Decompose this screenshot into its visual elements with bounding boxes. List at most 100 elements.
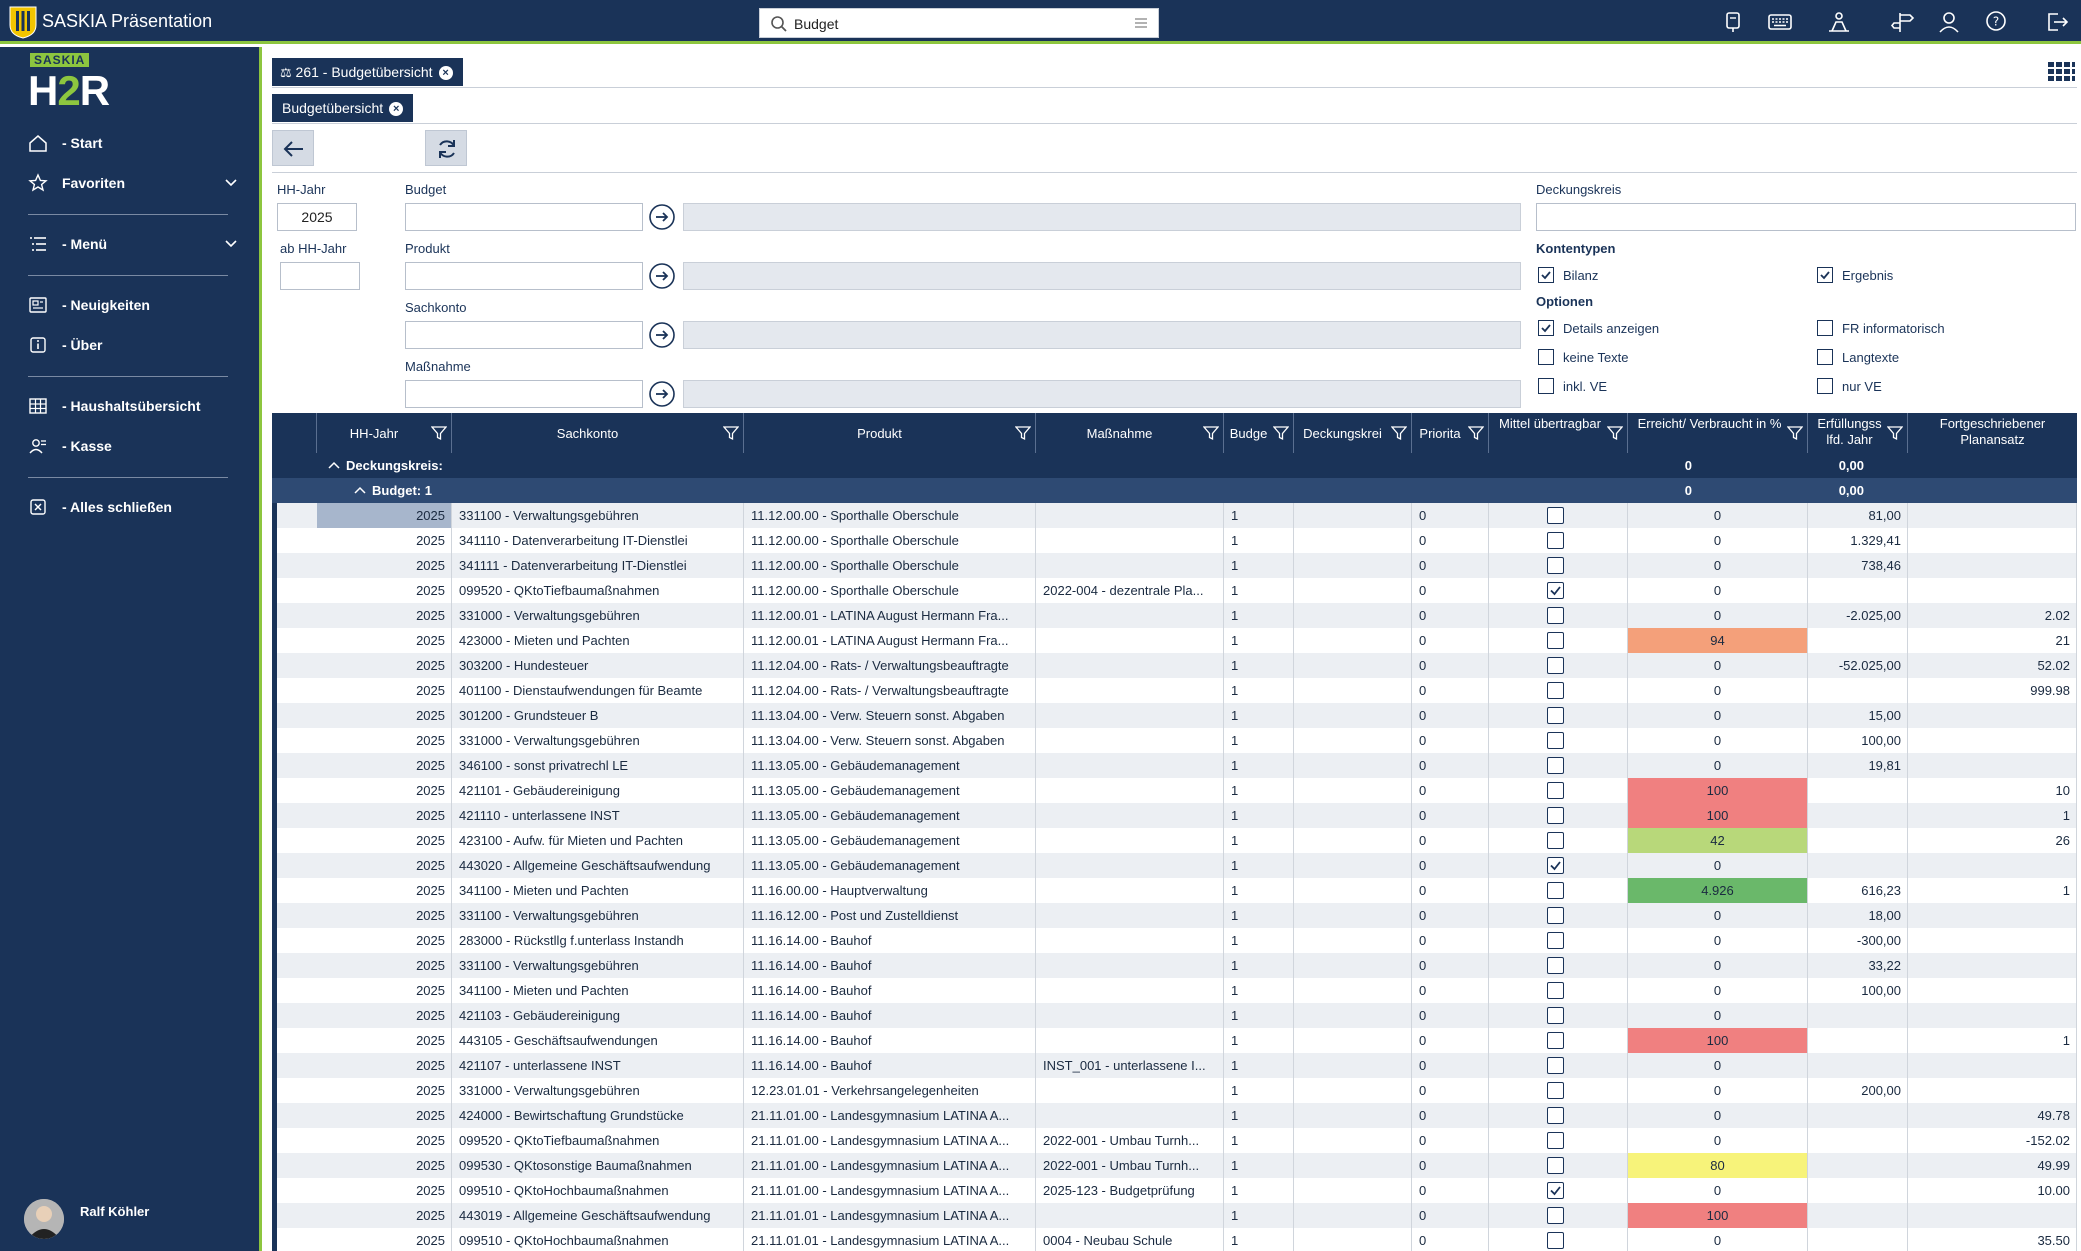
- mittel-uebertragbar-checkbox[interactable]: [1547, 1132, 1564, 1149]
- arrow-go-icon[interactable]: [648, 203, 676, 231]
- filter-icon[interactable]: [1391, 425, 1407, 441]
- mittel-uebertragbar-checkbox[interactable]: [1547, 1032, 1564, 1049]
- table-row[interactable]: 2025 331000 - Verwaltungsgebühren 11.13.04…: [272, 728, 2077, 753]
- user-name[interactable]: Ralf Köhler: [80, 1204, 150, 1219]
- close-icon[interactable]: ×: [438, 66, 453, 80]
- refresh-button[interactable]: [425, 130, 467, 166]
- group-row-deckungskreis[interactable]: Deckungskreis: 0 0,00: [272, 453, 2077, 478]
- table-row[interactable]: 2025 331000 - Verwaltungsgebühren 11.12.00…: [272, 603, 2077, 628]
- table-row[interactable]: 2025 424000 - Bewirtschaftung Grundstücke…: [272, 1103, 2077, 1128]
- table-row[interactable]: 2025 099510 - QKtoHochbaumaßnahmen 21.11.0…: [272, 1228, 2077, 1251]
- table-row[interactable]: 2025 331100 - Verwaltungsgebühren 11.16.12…: [272, 903, 2077, 928]
- table-row[interactable]: 2025 443020 - Allgemeine Geschäftsaufwend…: [272, 853, 2077, 878]
- column-header-fortgeschrieben[interactable]: Fortgeschriebener Planansatz: [1908, 413, 2077, 453]
- sachkonto-input[interactable]: [405, 321, 643, 349]
- chevron-down-icon[interactable]: [224, 176, 238, 190]
- column-header-mittel[interactable]: Mittel übertragbar: [1489, 413, 1628, 453]
- search-input[interactable]: Budget: [794, 16, 839, 32]
- mittel-uebertragbar-checkbox[interactable]: [1547, 507, 1564, 524]
- mittel-uebertragbar-checkbox[interactable]: [1547, 1107, 1564, 1124]
- table-row[interactable]: 2025 341100 - Mieten und Pachten 11.16.14.…: [272, 978, 2077, 1003]
- mittel-uebertragbar-checkbox[interactable]: [1547, 1007, 1564, 1024]
- filter-icon[interactable]: [1015, 425, 1031, 441]
- table-row[interactable]: 2025 423100 - Aufw. für Mieten und Pachte…: [272, 828, 2077, 853]
- mittel-uebertragbar-checkbox[interactable]: [1547, 1207, 1564, 1224]
- arrow-go-icon[interactable]: [648, 262, 676, 290]
- mittel-uebertragbar-checkbox[interactable]: [1547, 707, 1564, 724]
- filter-icon[interactable]: [723, 425, 739, 441]
- arrow-go-icon[interactable]: [648, 380, 676, 408]
- table-row[interactable]: 2025 423000 - Mieten und Pachten 11.12.00.…: [272, 628, 2077, 653]
- mittel-uebertragbar-checkbox[interactable]: [1547, 907, 1564, 924]
- signpost-icon[interactable]: [1890, 10, 1916, 34]
- table-row[interactable]: 2025 346100 - sonst privatrechl LE 11.13.0…: [272, 753, 2077, 778]
- mittel-uebertragbar-checkbox[interactable]: [1547, 657, 1564, 674]
- back-button[interactable]: [272, 130, 314, 166]
- global-search[interactable]: Budget: [759, 8, 1159, 38]
- column-header-deckungskreis[interactable]: Deckungskrei: [1294, 413, 1412, 453]
- arrow-go-icon[interactable]: [648, 321, 676, 349]
- sidebar-item-ueber[interactable]: - Über: [28, 333, 238, 359]
- mittel-uebertragbar-checkbox[interactable]: [1547, 1232, 1564, 1249]
- filter-icon[interactable]: [1887, 425, 1903, 441]
- mittel-uebertragbar-checkbox[interactable]: [1547, 932, 1564, 949]
- column-header-prioritaet[interactable]: Priorita: [1412, 413, 1489, 453]
- mittel-uebertragbar-checkbox[interactable]: [1547, 782, 1564, 799]
- tab-budgetuebersicht-main[interactable]: ⚖ 261 - Budgetübersicht ×: [272, 58, 463, 86]
- mittel-uebertragbar-checkbox[interactable]: [1547, 1182, 1564, 1199]
- mittel-uebertragbar-checkbox[interactable]: [1547, 1082, 1564, 1099]
- avatar[interactable]: [24, 1199, 64, 1239]
- table-row[interactable]: 2025 331100 - Verwaltungsgebühren 11.12.00…: [272, 503, 2077, 528]
- logout-icon[interactable]: [2044, 10, 2070, 34]
- group-row-budget[interactable]: Budget: 1 0 0,00: [272, 478, 2077, 503]
- mittel-uebertragbar-checkbox[interactable]: [1547, 682, 1564, 699]
- massnahme-input[interactable]: [405, 380, 643, 408]
- mittel-uebertragbar-checkbox[interactable]: [1547, 1157, 1564, 1174]
- mittel-uebertragbar-checkbox[interactable]: [1547, 832, 1564, 849]
- column-header-hh-jahr[interactable]: HH-Jahr: [317, 413, 452, 453]
- mittel-uebertragbar-checkbox[interactable]: [1547, 807, 1564, 824]
- filter-icon[interactable]: [431, 425, 447, 441]
- sidebar-item-menu[interactable]: - Menü: [28, 232, 238, 258]
- mittel-uebertragbar-checkbox[interactable]: [1547, 1057, 1564, 1074]
- sidebar-item-haushaltsuebersicht[interactable]: - Haushaltsübersicht: [28, 394, 238, 420]
- table-row[interactable]: 2025 331000 - Verwaltungsgebühren 12.23.01…: [272, 1078, 2077, 1103]
- mittel-uebertragbar-checkbox[interactable]: [1547, 532, 1564, 549]
- table-row[interactable]: 2025 341100 - Mieten und Pachten 11.16.00.…: [272, 878, 2077, 903]
- table-row[interactable]: 2025 421101 - Gebäudereinigung 11.13.05.00…: [272, 778, 2077, 803]
- table-row[interactable]: 2025 301200 - Grundsteuer B 11.13.04.00 - …: [272, 703, 2077, 728]
- table-row[interactable]: 2025 099520 - QKtoTiefbaumaßnahmen 11.12.0…: [272, 578, 2077, 603]
- column-header-erreicht[interactable]: Erreicht/ Verbraucht in %: [1628, 413, 1808, 453]
- filter-icon[interactable]: [1607, 425, 1623, 441]
- user-chart-icon[interactable]: [1826, 10, 1852, 34]
- table-row[interactable]: 2025 421103 - Gebäudereinigung 11.16.14.00…: [272, 1003, 2077, 1028]
- table-row[interactable]: 2025 341110 - Datenverarbeitung IT-Dienst…: [272, 528, 2077, 553]
- column-header-budget[interactable]: Budge: [1224, 413, 1294, 453]
- table-row[interactable]: 2025 421110 - unterlassene INST 11.13.05.0…: [272, 803, 2077, 828]
- mittel-uebertragbar-checkbox[interactable]: [1547, 732, 1564, 749]
- budget-input[interactable]: [405, 203, 643, 231]
- table-row[interactable]: 2025 331100 - Verwaltungsgebühren 11.16.14…: [272, 953, 2077, 978]
- mittel-uebertragbar-checkbox[interactable]: [1547, 982, 1564, 999]
- hamburger-icon[interactable]: [1134, 16, 1148, 30]
- mittel-uebertragbar-checkbox[interactable]: [1547, 957, 1564, 974]
- column-header-erfuellung[interactable]: Erfüllungss lfd. Jahr: [1808, 413, 1908, 453]
- filter-icon[interactable]: [1203, 425, 1219, 441]
- produkt-input[interactable]: [405, 262, 643, 290]
- mittel-uebertragbar-checkbox[interactable]: [1547, 582, 1564, 599]
- mittel-uebertragbar-checkbox[interactable]: [1547, 607, 1564, 624]
- sidebar-item-alles-schliessen[interactable]: - Alles schließen: [28, 495, 238, 521]
- table-row[interactable]: 2025 099520 - QKtoTiefbaumaßnahmen 21.11.0…: [272, 1128, 2077, 1153]
- sidebar-item-kasse[interactable]: - Kasse: [28, 434, 238, 460]
- filter-icon[interactable]: [1273, 425, 1289, 441]
- table-row[interactable]: 2025 341111 - Datenverarbeitung IT-Dienst…: [272, 553, 2077, 578]
- chevron-up-icon[interactable]: [354, 485, 366, 495]
- profile-icon[interactable]: [1936, 10, 1962, 34]
- filter-icon[interactable]: [1787, 425, 1803, 441]
- table-row[interactable]: 2025 401100 - Dienstaufwendungen für Beam…: [272, 678, 2077, 703]
- keyboard-icon[interactable]: [1767, 10, 1793, 34]
- sidebar-item-start[interactable]: - Start: [28, 131, 238, 157]
- table-row[interactable]: 2025 443019 - Allgemeine Geschäftsaufwend…: [272, 1203, 2077, 1228]
- mittel-uebertragbar-checkbox[interactable]: [1547, 632, 1564, 649]
- column-header-massnahme[interactable]: Maßnahme: [1036, 413, 1224, 453]
